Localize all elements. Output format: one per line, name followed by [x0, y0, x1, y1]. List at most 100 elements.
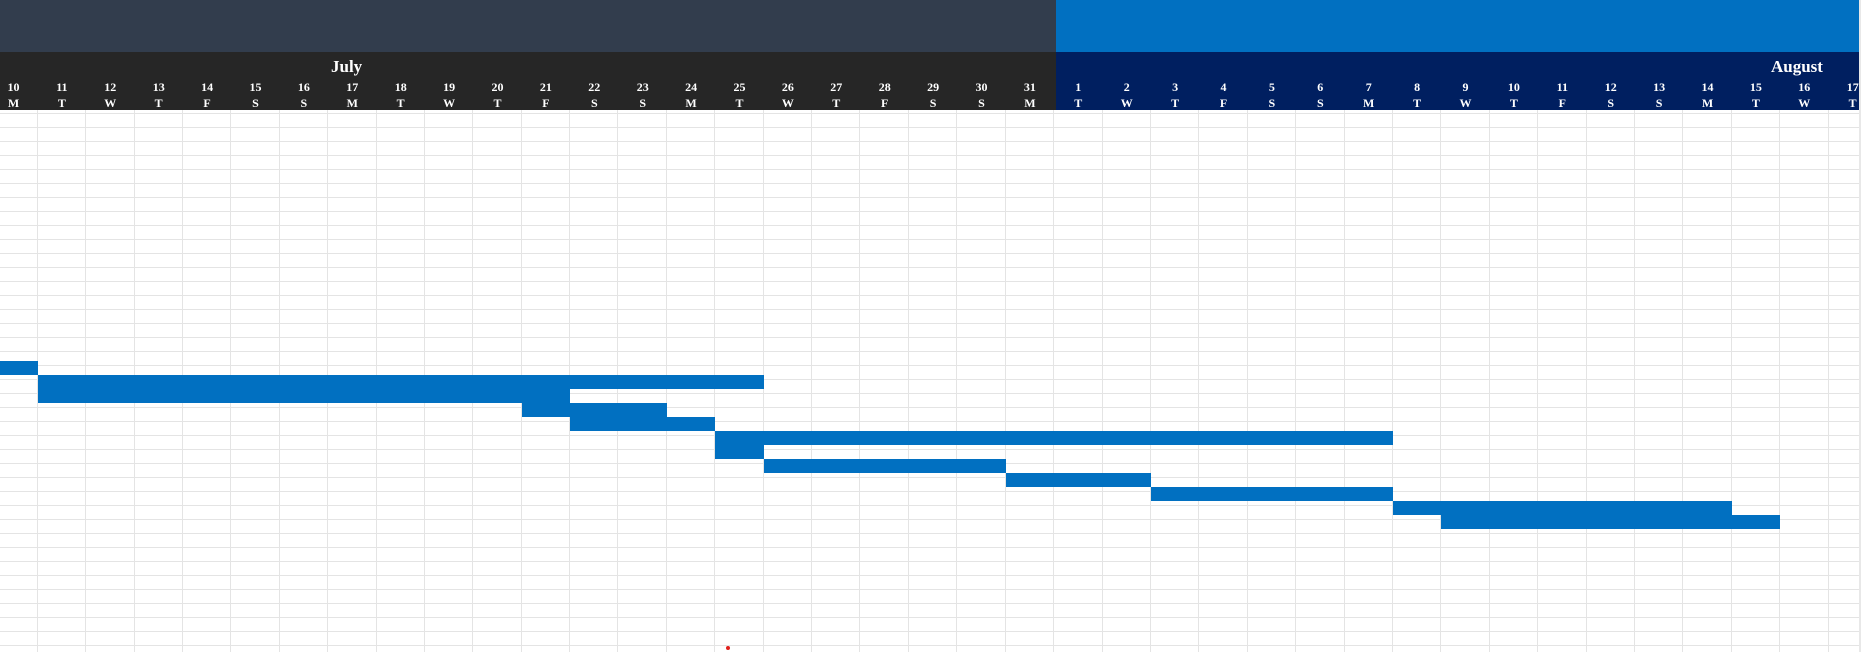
day-number: 15 — [249, 80, 262, 94]
grid-row-line — [0, 519, 1861, 520]
grid-row-line — [0, 155, 1861, 156]
day-number: 13 — [1653, 80, 1666, 94]
day-weekday: S — [639, 96, 647, 110]
day-number: 25 — [733, 80, 746, 94]
day-number: 7 — [1365, 80, 1372, 94]
day-weekday: F — [542, 96, 550, 110]
grid-column-line — [1537, 110, 1538, 652]
grid-row-line — [0, 645, 1861, 646]
task-bar[interactable] — [522, 403, 570, 417]
grid-row-line — [0, 533, 1861, 534]
day-weekday: S — [252, 96, 259, 110]
task-bar[interactable] — [1006, 473, 1151, 487]
day-number: 10 — [7, 80, 20, 94]
task-bar[interactable] — [715, 445, 764, 459]
grid-column-line — [1344, 110, 1345, 652]
grid-row-line — [0, 197, 1861, 198]
day-number: 11 — [56, 80, 68, 94]
day-weekday: M — [1024, 96, 1036, 110]
day-weekday: T — [57, 96, 66, 110]
day-number: 8 — [1414, 80, 1421, 94]
grid-row-line — [0, 421, 1861, 422]
task-bar[interactable] — [715, 431, 1393, 445]
grid-row-line — [0, 127, 1861, 128]
day-number: 21 — [539, 80, 552, 94]
day-number: 16 — [1798, 80, 1811, 94]
day-number: 1 — [1075, 80, 1082, 94]
task-bar[interactable] — [1393, 501, 1732, 515]
grid-column-line — [1198, 110, 1199, 652]
grid-column-line — [1682, 110, 1683, 652]
day-weekday: F — [1219, 96, 1228, 110]
day-number: 23 — [636, 80, 649, 94]
grid-row-line — [0, 239, 1861, 240]
task-bar[interactable] — [1441, 515, 1780, 529]
day-number: 22 — [588, 80, 601, 94]
grid-row-line — [0, 309, 1861, 310]
task-bar[interactable] — [570, 403, 667, 417]
day-number: 14 — [1701, 80, 1714, 94]
grid-column-line — [1489, 110, 1490, 652]
grid-right-edge — [1859, 0, 1861, 652]
day-number: 14 — [201, 80, 214, 94]
day-weekday: S — [1268, 96, 1276, 110]
grid-column-line — [1779, 110, 1780, 652]
grid-row-line — [0, 547, 1861, 548]
day-weekday: T — [1509, 96, 1518, 110]
grid-column-line — [37, 110, 38, 652]
header-band-right — [1056, 0, 1861, 52]
grid-row-line — [0, 295, 1861, 296]
cursor-marker — [726, 646, 730, 650]
grid-row-line — [0, 393, 1861, 394]
task-bar[interactable] — [764, 459, 1006, 473]
grid-row-line — [0, 351, 1861, 352]
grid-column-line — [908, 110, 909, 652]
grid-row-line — [0, 491, 1861, 492]
grid-column-line — [1731, 110, 1732, 652]
day-weekday: F — [1558, 96, 1566, 110]
task-bar[interactable] — [1151, 487, 1393, 501]
grid-row-line — [0, 225, 1861, 226]
day-weekday: T — [832, 96, 841, 110]
grid-row-line — [0, 267, 1861, 268]
task-bar[interactable] — [38, 389, 570, 403]
grid-column-line — [811, 110, 812, 652]
grid-row-line — [0, 281, 1861, 282]
grid-column-line — [1392, 110, 1393, 652]
grid-row-line — [0, 365, 1861, 366]
day-weekday: W — [1120, 96, 1133, 110]
grid-row-line — [0, 505, 1861, 506]
day-number: 28 — [878, 80, 891, 94]
day-weekday: M — [1701, 96, 1714, 110]
task-bar[interactable] — [38, 375, 764, 389]
task-bar[interactable] — [0, 361, 38, 375]
day-number: 17 — [346, 80, 359, 94]
day-number: 2 — [1123, 80, 1130, 94]
day-weekday: W — [1459, 96, 1472, 110]
day-weekday: T — [1751, 96, 1760, 110]
grid-row-line — [0, 561, 1861, 562]
month-label-july: July — [331, 57, 363, 76]
day-weekday: M — [685, 96, 697, 110]
day-number: 12 — [1604, 80, 1617, 94]
grid-column-line — [1005, 110, 1006, 652]
day-number: 18 — [394, 80, 407, 94]
day-weekday: T — [1848, 96, 1857, 110]
day-weekday: M — [1363, 96, 1375, 110]
day-weekday: T — [396, 96, 405, 110]
grid-row-line — [0, 169, 1861, 170]
grid-row-line — [0, 617, 1861, 618]
grid-column-line — [956, 110, 957, 652]
day-weekday: M — [7, 96, 20, 110]
day-number: 27 — [830, 80, 843, 94]
grid-row-line — [0, 631, 1861, 632]
task-bar[interactable] — [570, 417, 715, 431]
day-weekday: T — [1074, 96, 1083, 110]
day-weekday: S — [590, 96, 598, 110]
day-weekday: W — [104, 96, 117, 110]
month-label-august: August — [1771, 57, 1823, 76]
grid-column-line — [1053, 110, 1054, 652]
grid-row-line — [0, 141, 1861, 142]
grid-row-line — [0, 337, 1861, 338]
day-number: 13 — [152, 80, 165, 94]
